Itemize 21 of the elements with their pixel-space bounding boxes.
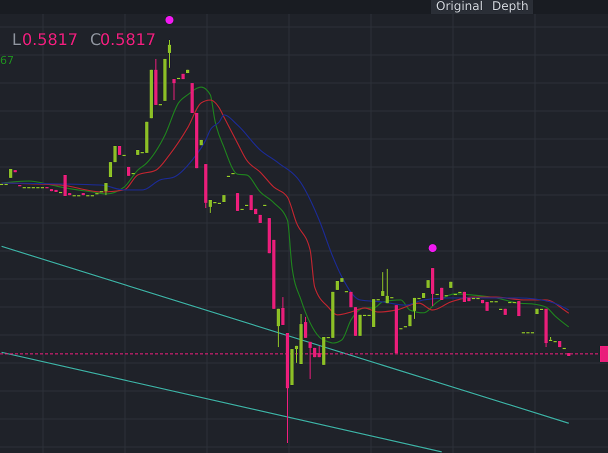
annotation: C [90, 30, 102, 49]
text: Original [436, 0, 483, 13]
candlestick [172, 78, 176, 101]
annotation: 67 [0, 54, 14, 67]
candlestick [304, 316, 308, 338]
candlestick [381, 272, 384, 296]
text: Depth [492, 0, 529, 13]
candlestick [517, 300, 520, 317]
candlestick [281, 296, 284, 326]
candlestick [168, 40, 172, 68]
candlestick [104, 182, 108, 196]
annotation: 0.5817 [100, 30, 156, 49]
candlestick [358, 314, 362, 336]
candlestick [64, 174, 67, 196]
candlestick [440, 287, 444, 300]
annotation: L [12, 30, 21, 49]
candlestick [236, 192, 240, 212]
annotation: 0.5817 [22, 30, 78, 49]
candlestick [276, 308, 280, 348]
candlestick [412, 297, 416, 320]
candlestick [108, 162, 112, 178]
